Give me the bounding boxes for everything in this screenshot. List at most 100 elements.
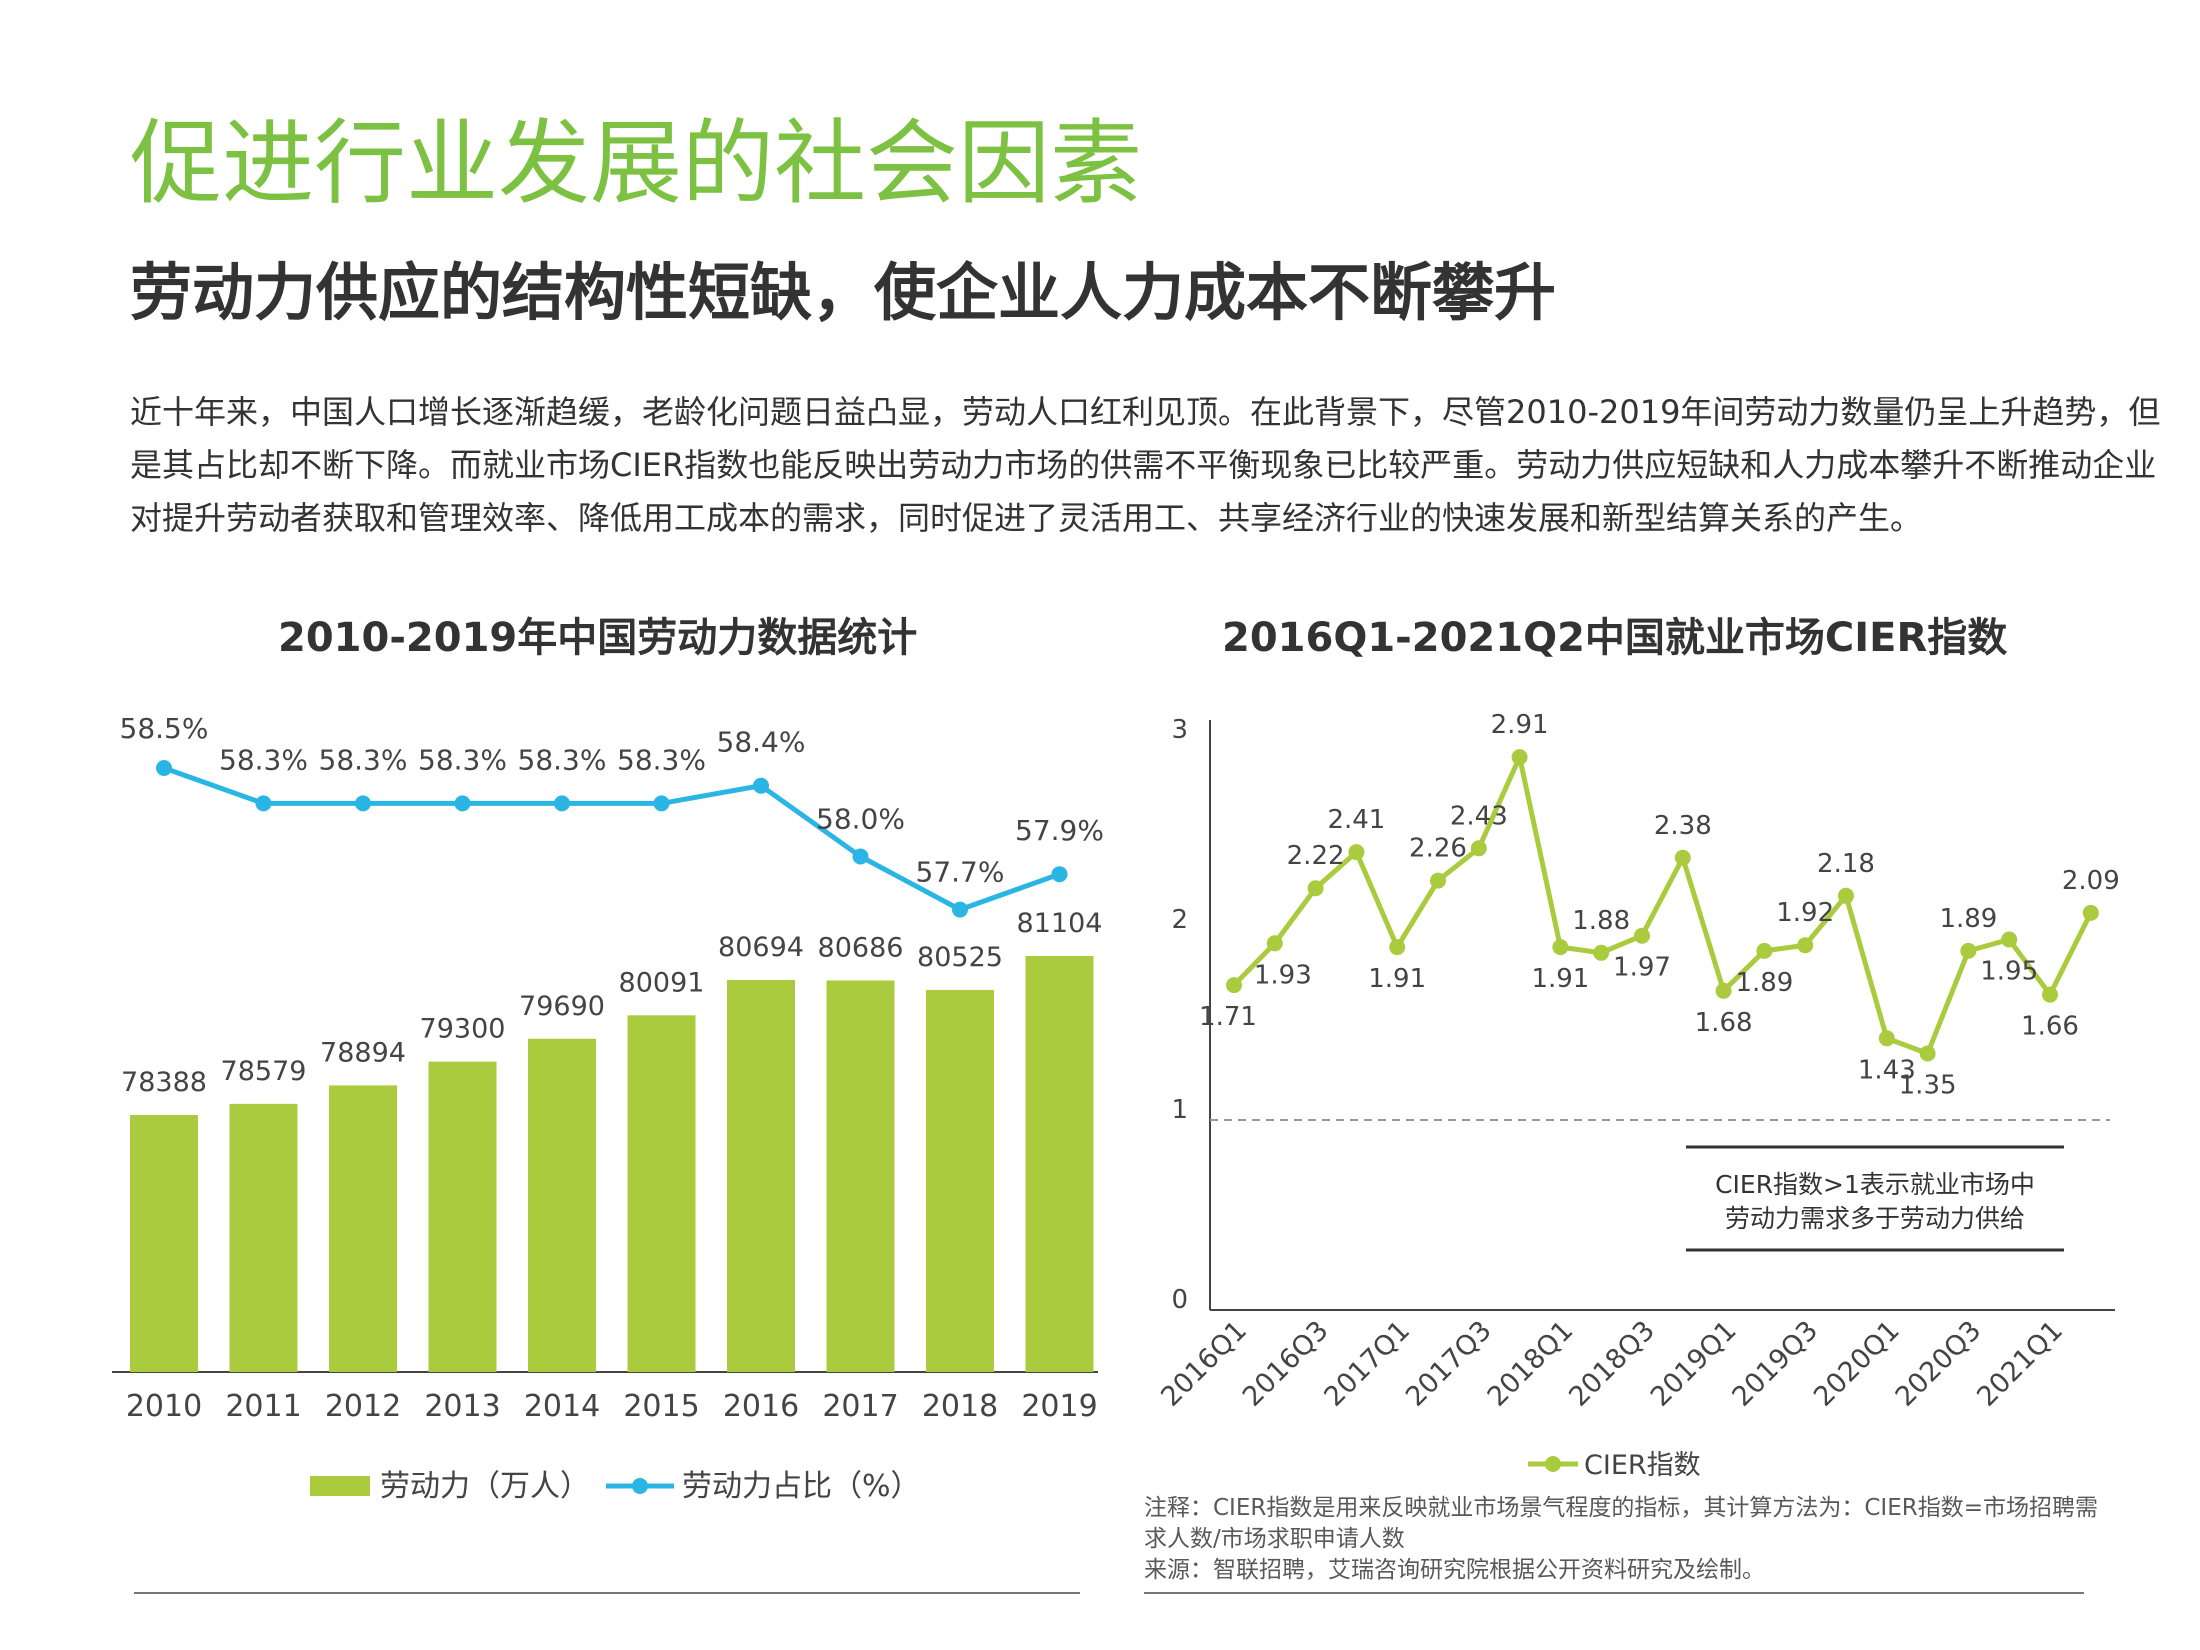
y-tick-label: 3 — [1171, 715, 1188, 745]
left-bottom-rule — [134, 1592, 1080, 1594]
share-label: 58.3% — [219, 743, 308, 776]
x-tick-label: 2017Q3 — [1400, 1315, 1498, 1413]
share-point — [952, 901, 968, 918]
share-line — [163, 765, 1061, 913]
cier-value-label: 2.43 — [1450, 801, 1508, 831]
cier-point — [1919, 1045, 1936, 1062]
cier-value-label: 1.89 — [1939, 904, 1997, 934]
bar-value-label: 80694 — [718, 932, 804, 963]
right-bottom-rule — [1144, 1592, 2084, 1594]
bar-value-label: 78388 — [121, 1067, 207, 1098]
cier-value-label: 2.41 — [1327, 805, 1385, 835]
cier-value-label: 1.93 — [1254, 960, 1312, 990]
share-point — [852, 848, 869, 865]
labor-chart: 78388 2010 78579 2011 78894 2012 79300 2013 7969… — [112, 712, 1104, 1504]
labor-bar — [229, 1103, 298, 1372]
share-label: 58.3% — [319, 743, 408, 776]
legend-line-label: 劳动力占比（%） — [682, 1469, 921, 1504]
x-tick-label: 2016Q1 — [1155, 1315, 1253, 1413]
share-point — [355, 795, 371, 812]
x-tick-label: 2020Q1 — [1808, 1315, 1906, 1413]
cier-point — [2082, 904, 2099, 921]
cier-point — [1226, 977, 1242, 994]
x-tick-label: 2017 — [822, 1389, 898, 1424]
labor-bar — [1025, 956, 1094, 1372]
cier-point — [1674, 849, 1691, 866]
x-tick-label: 2019Q1 — [1645, 1315, 1743, 1413]
cier-point — [1878, 1030, 1895, 1047]
x-tick-label: 2020Q3 — [1890, 1315, 1988, 1413]
cier-value-label: 1.88 — [1572, 906, 1630, 936]
legend-bar-label: 劳动力（万人） — [380, 1469, 590, 1504]
cier-point — [1797, 937, 1814, 954]
x-tick-label: 2018Q1 — [1482, 1315, 1580, 1413]
share-point — [753, 777, 769, 794]
cier-value-label: 1.97 — [1613, 953, 1671, 983]
x-tick-label: 2017Q1 — [1318, 1315, 1416, 1413]
annotation-line-2: 劳动力需求多于劳动力供给 — [1725, 1204, 2025, 1233]
x-tick-label: 2013 — [424, 1389, 500, 1424]
cier-value-label: 2.26 — [1409, 834, 1467, 864]
labor-bar — [130, 1115, 198, 1372]
cier-point — [1634, 927, 1650, 944]
labor-bar — [627, 1015, 696, 1372]
x-tick-label: 2015 — [623, 1389, 699, 1424]
cier-point — [1307, 880, 1324, 897]
x-tick-label: 2016Q3 — [1237, 1315, 1335, 1413]
cier-point — [1266, 935, 1283, 952]
x-tick-label: 2012 — [325, 1389, 401, 1424]
x-tick-label: 2014 — [524, 1389, 600, 1424]
cier-value-label: 1.35 — [1899, 1071, 1957, 1101]
labor-bar — [528, 1038, 596, 1372]
cier-point — [1552, 939, 1569, 956]
bar-value-label: 81104 — [1017, 908, 1103, 939]
cier-value-label: 1.71 — [1199, 1002, 1257, 1032]
body-paragraph: 近十年来，中国人口增长逐渐趋缓，老龄化问题日益凸显，劳动人口红利见顶。在此背景下… — [130, 393, 2161, 537]
legend-bar-swatch — [310, 1476, 370, 1496]
share-label: 58.3% — [518, 743, 607, 776]
bar-value-label: 80091 — [619, 967, 705, 998]
bar-value-label: 79690 — [519, 991, 605, 1022]
cier-value-label: 1.91 — [1368, 964, 1426, 994]
cier-point — [1960, 942, 1977, 959]
share-point — [1051, 866, 1068, 883]
bar-value-label: 78579 — [221, 1056, 307, 1087]
y-tick-label: 0 — [1171, 1285, 1188, 1315]
share-label: 58.3% — [617, 743, 706, 776]
cier-point — [1511, 749, 1528, 766]
cier-value-label: 2.09 — [2062, 866, 2120, 896]
cier-value-label: 2.22 — [1287, 841, 1345, 871]
labor-bar — [727, 980, 795, 1372]
cier-chart-title: 2016Q1-2021Q2中国就业市场CIER指数 — [1222, 615, 2008, 661]
x-tick-label: 2019 — [1021, 1389, 1097, 1424]
cier-point — [2001, 931, 2018, 948]
bar-value-label: 80686 — [818, 932, 904, 963]
legend-line-marker — [632, 1478, 648, 1494]
cier-point — [1838, 887, 1854, 904]
share-label: 58.4% — [717, 726, 806, 759]
x-tick-label: 2016 — [723, 1389, 799, 1424]
labor-bar — [329, 1085, 397, 1372]
cier-value-label: 1.66 — [2021, 1012, 2079, 1042]
x-tick-label: 2021Q1 — [1971, 1315, 2069, 1413]
cier-line — [1232, 749, 2094, 1057]
page-title: 促进行业发展的社会因素 — [130, 110, 1143, 217]
chart-source: 来源：智联招聘，艾瑞咨询研究院根据公开资料研究及绘制。 — [1144, 1557, 1765, 1583]
labor-chart-title: 2010-2019年中国劳动力数据统计 — [278, 615, 918, 661]
cier-point — [1430, 872, 1446, 889]
cier-point — [1715, 982, 1732, 999]
x-tick-label: 2018 — [922, 1389, 998, 1424]
x-tick-label: 2011 — [225, 1389, 301, 1424]
cier-point — [1348, 844, 1365, 861]
labor-bar — [926, 989, 994, 1372]
cier-value-label: 1.89 — [1735, 968, 1793, 998]
bar-value-label: 79300 — [420, 1014, 506, 1045]
cier-value-label: 1.91 — [1531, 964, 1589, 994]
share-point — [554, 795, 570, 812]
labor-bar — [826, 980, 895, 1372]
annotation-line-1: CIER指数>1表示就业市场中 — [1715, 1170, 2035, 1199]
cier-point — [2042, 986, 2058, 1003]
share-point — [255, 795, 272, 812]
legend-line-marker — [1545, 1456, 1561, 1472]
